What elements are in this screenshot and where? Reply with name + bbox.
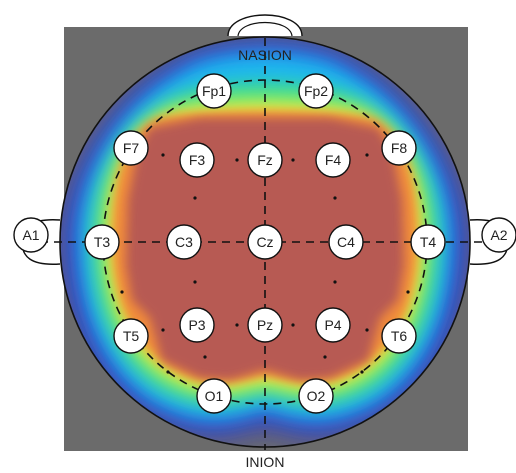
electrode-label: P3 xyxy=(188,317,205,333)
electrode-F7[interactable]: F7 xyxy=(113,130,149,166)
nasion-label: NASION xyxy=(238,47,292,63)
inion-label: INION xyxy=(246,454,285,470)
electrode-label: T5 xyxy=(123,328,140,344)
electrode-T4[interactable]: T4 xyxy=(410,224,446,260)
electrode-label: C4 xyxy=(337,234,355,250)
electrode-label: Fp1 xyxy=(202,83,226,99)
electrode-T6[interactable]: T6 xyxy=(381,318,417,354)
electrode-A1[interactable]: A1 xyxy=(13,217,49,253)
electrode-Fp1[interactable]: Fp1 xyxy=(196,73,232,109)
electrode-label: Cz xyxy=(256,234,273,250)
electrode-label: T6 xyxy=(391,328,408,344)
electrode-P3[interactable]: P3 xyxy=(179,307,215,343)
electrode-A2[interactable]: A2 xyxy=(481,217,516,253)
electrode-label: Fz xyxy=(257,152,273,168)
electrode-F8[interactable]: F8 xyxy=(381,130,417,166)
electrode-label: A2 xyxy=(490,227,507,243)
electrode-Fp2[interactable]: Fp2 xyxy=(298,73,334,109)
electrode-label: O1 xyxy=(205,388,224,404)
electrode-Pz[interactable]: Pz xyxy=(247,307,283,343)
electrode-label: Fp2 xyxy=(304,83,328,99)
electrode-label: A1 xyxy=(22,227,39,243)
electrode-T3[interactable]: T3 xyxy=(84,224,120,260)
electrode-C3[interactable]: C3 xyxy=(166,224,202,260)
electrode-P4[interactable]: P4 xyxy=(315,307,351,343)
electrode-label: F3 xyxy=(189,152,206,168)
guide-dots xyxy=(120,153,410,374)
electrode-O2[interactable]: O2 xyxy=(298,378,334,414)
electrode-Cz[interactable]: Cz xyxy=(247,224,283,260)
electrode-C4[interactable]: C4 xyxy=(328,224,364,260)
electrode-label: O2 xyxy=(307,388,326,404)
electrode-label: T3 xyxy=(94,234,111,250)
electrode-label: F7 xyxy=(123,140,140,156)
electrode-F4[interactable]: F4 xyxy=(315,142,351,178)
electrode-label: T4 xyxy=(420,234,437,250)
electrode-F3[interactable]: F3 xyxy=(179,142,215,178)
electrode-label: F4 xyxy=(325,152,342,168)
electrodes: Fp1 Fp2 F7 F3 Fz F4 F8 A1 T3 C3 Cz C4 T4… xyxy=(13,73,516,414)
electrode-label: P4 xyxy=(324,317,341,333)
electrode-label: Pz xyxy=(257,317,273,333)
electrode-Fz[interactable]: Fz xyxy=(247,142,283,178)
electrode-O1[interactable]: O1 xyxy=(196,378,232,414)
electrode-label: F8 xyxy=(391,140,408,156)
electrode-T5[interactable]: T5 xyxy=(113,318,149,354)
nose xyxy=(227,14,303,37)
electrode-label: C3 xyxy=(175,234,193,250)
